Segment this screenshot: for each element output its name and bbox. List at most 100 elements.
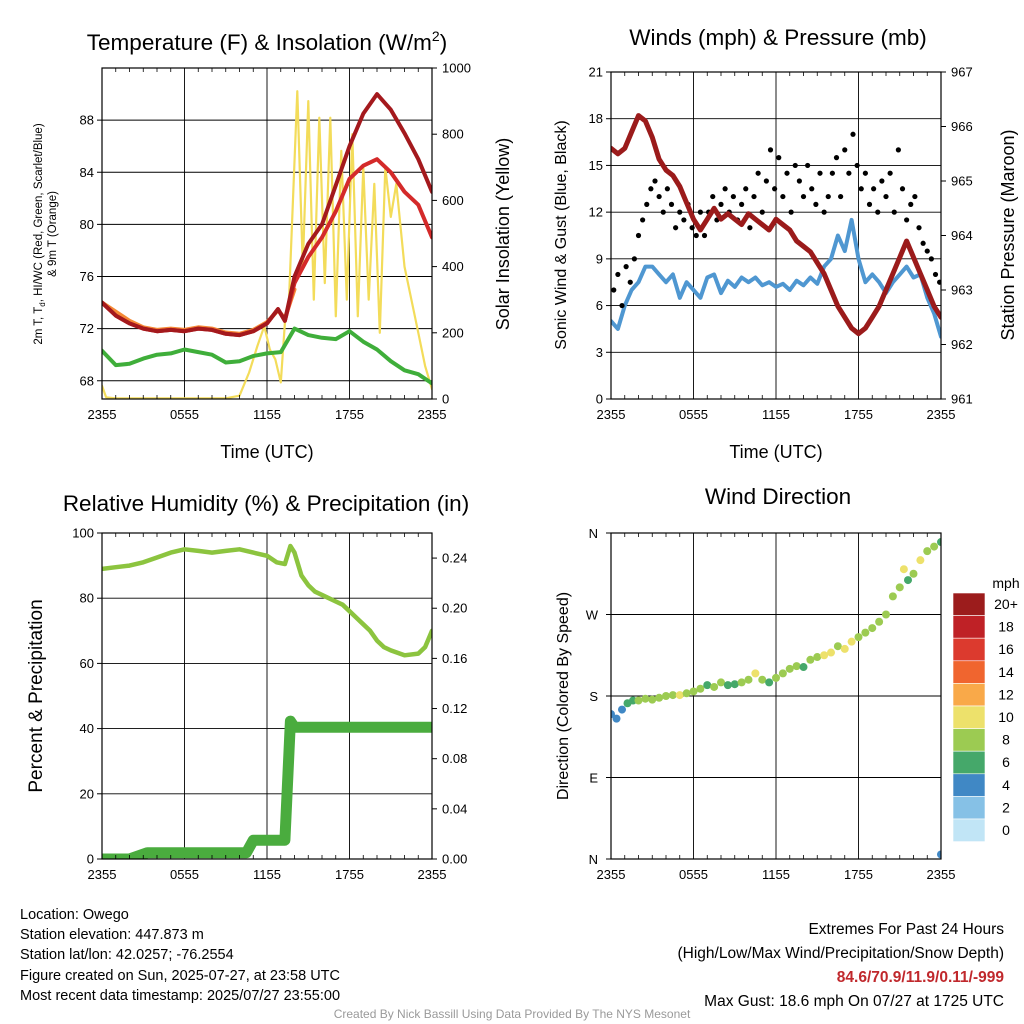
colorbar-swatch xyxy=(952,660,986,684)
humidity-ytick-label-left: 80 xyxy=(80,591,94,606)
winds-ytick-label-left: 9 xyxy=(596,251,603,266)
gust-point xyxy=(788,209,794,215)
direction-point xyxy=(662,692,670,700)
temperature-ylabel-right: Solar Insolation (Yellow) xyxy=(493,138,513,330)
winds-xtick-label: 0555 xyxy=(679,407,708,422)
gust-point xyxy=(730,193,736,200)
gust-point xyxy=(838,193,844,200)
gust-point xyxy=(635,232,642,239)
colorbar-swatch xyxy=(952,637,986,662)
direction-point xyxy=(737,678,746,687)
gust-point xyxy=(871,186,877,192)
gust-point xyxy=(759,209,765,215)
direction-point xyxy=(833,642,842,651)
direction-point xyxy=(723,681,732,690)
direction-point xyxy=(668,691,677,700)
figure-created: Figure created on Sun, 2025-07-27, at 23… xyxy=(20,967,340,984)
temperature-series xyxy=(102,90,432,399)
colorbar-label: 6 xyxy=(1002,754,1010,770)
recent-timestamp: Most recent data timestamp: 2025/07/27 2… xyxy=(20,987,341,1004)
gust-point xyxy=(833,155,840,161)
direction-point xyxy=(868,624,877,633)
direction-point xyxy=(682,689,691,698)
direction-series xyxy=(611,538,941,859)
temperature-title-sup: 2 xyxy=(432,28,440,44)
temperature-ticks: 2355 0555 1155 1755 2355 68 72 76 80 84 88 0 200 400 6… xyxy=(80,61,471,423)
humidity-xtick-label: 1755 xyxy=(335,867,364,882)
winds-panel: Winds (mph) & Pressure (mb) 2355 0555 1155… xyxy=(553,25,1018,462)
temperature-ytick-label-right: 200 xyxy=(442,325,464,340)
gust-point xyxy=(817,170,823,176)
gust-point xyxy=(751,193,757,200)
colorbar-label: 0 xyxy=(1002,822,1010,838)
humidity-xtick-label: 1155 xyxy=(253,867,281,882)
direction-xtick-label: 1155 xyxy=(762,867,790,882)
gust-point xyxy=(652,178,658,184)
winds-xlabel: Time (UTC) xyxy=(729,442,822,462)
temperature-xtick-label: 2355 xyxy=(88,407,117,422)
humidity-ytick-label-right: 0.20 xyxy=(442,601,467,616)
humidity-ytick-label-right: 0.00 xyxy=(442,852,467,867)
temperature-series-line-0 xyxy=(102,92,432,338)
colorbar-label: 14 xyxy=(998,664,1014,680)
colorbar-swatch xyxy=(952,592,986,616)
temperature-xtick-label: 1755 xyxy=(335,407,364,422)
gust-point xyxy=(718,201,724,207)
winds-ytick-label-left: 18 xyxy=(589,111,603,126)
temperature-ytick-label-left: 76 xyxy=(80,269,94,284)
gust-point xyxy=(821,209,827,215)
winds-ylabel-left: Sonic Wind & Gust (Blue, Black) xyxy=(553,120,570,349)
gust-point xyxy=(697,209,703,215)
gust-point xyxy=(875,209,881,215)
gust-point xyxy=(932,271,939,278)
winds-ytick-label-right: 963 xyxy=(951,283,973,298)
direction-point xyxy=(772,673,780,682)
direction-point xyxy=(785,664,794,673)
station-info: Location: Owego Station elevation: 447.8… xyxy=(20,905,340,1006)
temperature-ytick-label-right: 600 xyxy=(442,193,464,208)
direction-point xyxy=(904,576,912,585)
gust-point xyxy=(743,186,749,192)
direction-point xyxy=(899,565,908,574)
humidity-ytick-label-left: 60 xyxy=(80,656,94,671)
colorbar-label: 16 xyxy=(998,641,1014,657)
winds-ytick-label-left: 6 xyxy=(596,298,603,313)
direction-point xyxy=(813,653,822,662)
direction-point xyxy=(937,850,941,859)
gust-point xyxy=(937,279,941,285)
gust-point xyxy=(780,193,786,200)
gust-point xyxy=(784,170,790,176)
gust-point xyxy=(640,217,646,223)
gust-point xyxy=(813,201,819,207)
direction-point xyxy=(641,694,650,703)
humidity-ytick-label-left: 100 xyxy=(72,526,94,541)
direction-point xyxy=(629,696,637,705)
gust-point xyxy=(792,162,798,169)
gust-point xyxy=(623,264,629,270)
direction-point xyxy=(778,669,787,678)
direction-point xyxy=(744,675,753,684)
gust-point xyxy=(627,279,633,285)
gust-point xyxy=(693,232,699,239)
direction-xtick-label: 2355 xyxy=(597,867,626,882)
direction-point xyxy=(751,669,760,678)
direction-point xyxy=(758,675,767,684)
colorbar-swatch xyxy=(952,796,986,820)
precip-line xyxy=(102,715,432,859)
direction-point xyxy=(875,617,884,626)
winds-grid xyxy=(611,72,941,399)
temperature-ylabel-line1-end: , HI/WC (Red, Green, Scarlet/Blue) xyxy=(33,123,45,302)
pressure-line xyxy=(611,113,941,337)
gust-point xyxy=(920,240,926,246)
humidity-frame xyxy=(101,532,433,860)
gust-point xyxy=(689,225,695,231)
temperature-title-end: ) xyxy=(440,30,448,55)
winds-xtick-label: 1755 xyxy=(844,407,873,422)
colorbar-label: 12 xyxy=(998,686,1014,702)
gust-point xyxy=(656,193,662,200)
direction-ylabel-left: Direction (Colored By Speed) xyxy=(555,592,572,800)
gust-point xyxy=(668,201,675,207)
direction-point xyxy=(827,648,835,657)
colorbar-label: 20+ xyxy=(994,596,1018,612)
